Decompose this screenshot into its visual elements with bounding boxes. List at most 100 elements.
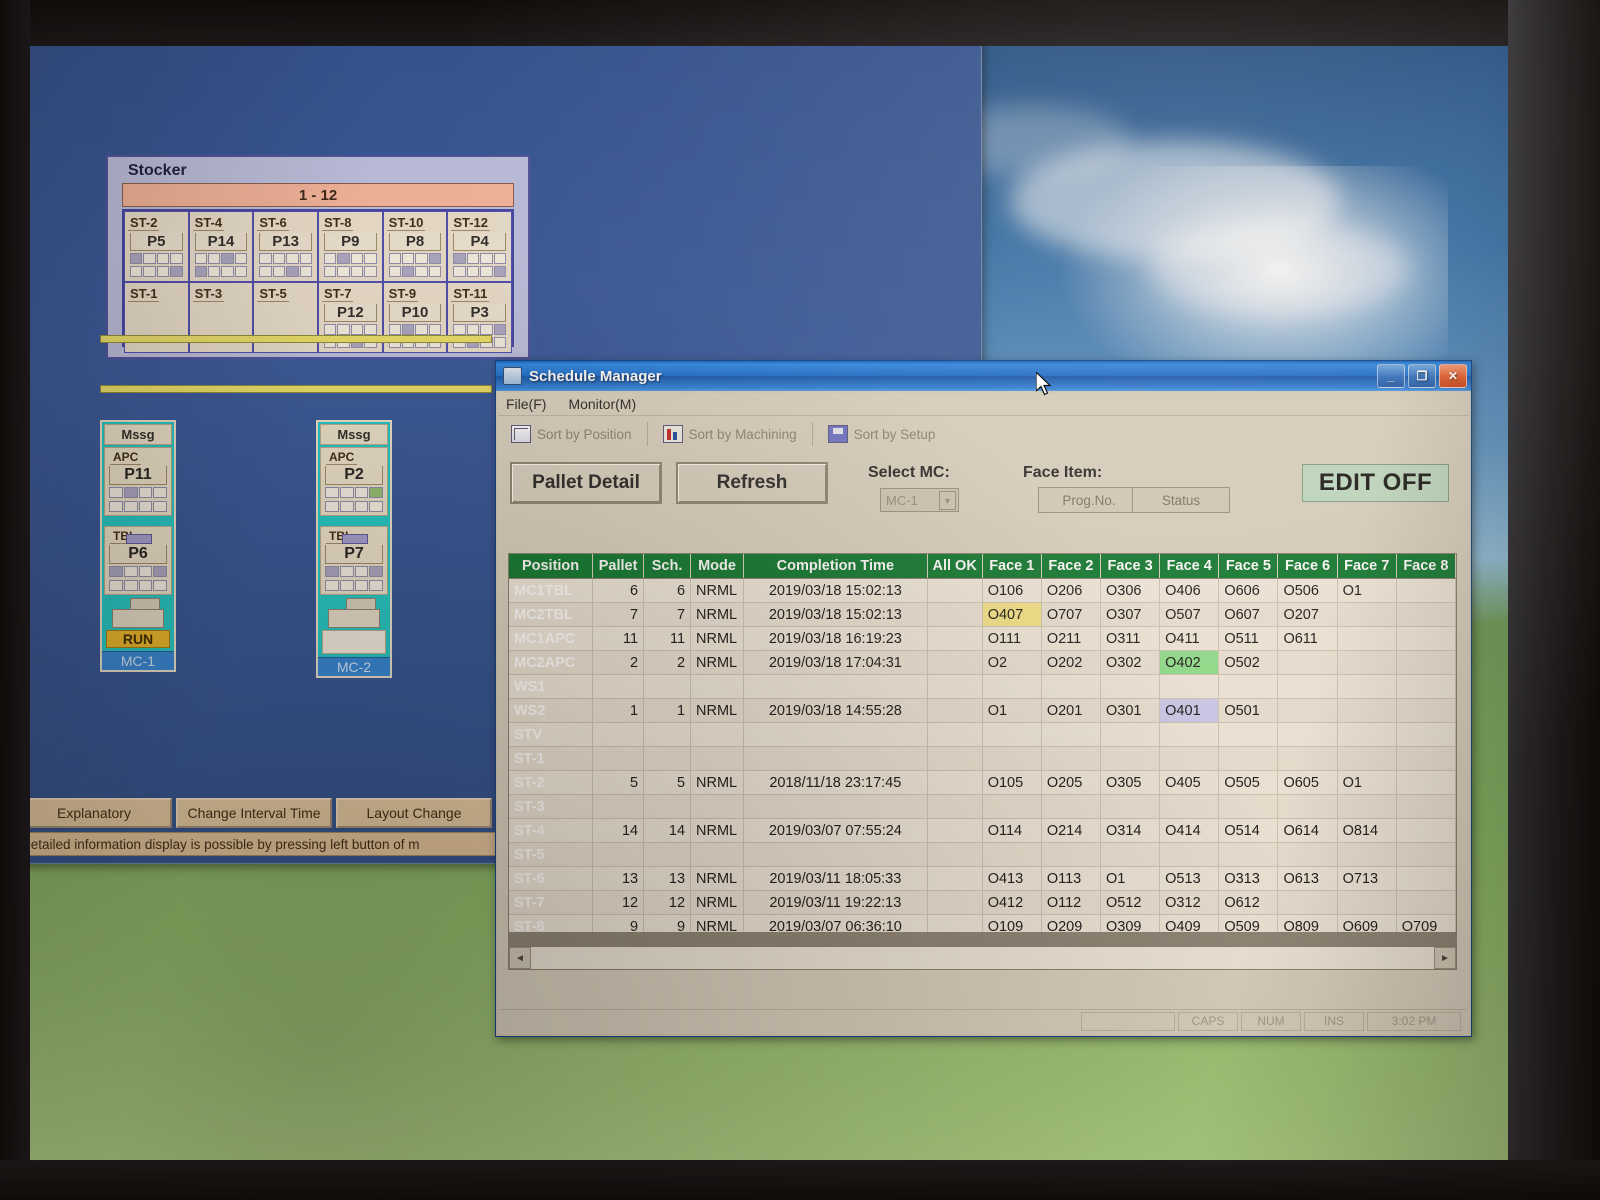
cell-mode[interactable]: NRML [690,890,745,915]
table-row[interactable]: ST-6 13 13 NRML 2019/03/11 18:05:33 O413 O113 O… [509,866,1456,891]
cell-face-8[interactable] [1396,890,1456,915]
column-header-face-8[interactable]: Face 8 [1396,554,1456,579]
cell-face-1[interactable]: O413 [982,866,1042,891]
cell-face-8[interactable] [1396,770,1456,795]
cell-face-8[interactable] [1396,866,1456,891]
pallet-detail-button[interactable]: Pallet Detail [510,462,662,504]
status-button[interactable]: Status [1132,487,1230,513]
cell-face-4[interactable]: O312 [1159,890,1220,915]
cell-sch[interactable]: 13 [643,866,692,891]
cell-face-1[interactable] [982,722,1042,747]
cell-position[interactable]: MC2APC [509,650,594,675]
cell-face-8[interactable] [1396,842,1456,867]
cell-face-5[interactable] [1218,842,1279,867]
cell-face-1[interactable]: O1 [982,698,1042,723]
cell-all-ok[interactable] [927,578,983,603]
toolbar[interactable]: Sort by Position Sort by Machining Sort … [498,416,1469,452]
cell-face-7[interactable]: O1 [1337,578,1397,603]
cell-face-1[interactable]: O412 [982,890,1042,915]
cell-face-2[interactable]: O707 [1041,602,1102,627]
cell-face-1[interactable]: O111 [982,626,1042,651]
cell-face-3[interactable]: O302 [1100,650,1161,675]
machine-message-box[interactable]: Mssg [320,424,388,445]
cell-face-1[interactable]: O114 [982,818,1042,843]
cell-face-3[interactable]: O306 [1100,578,1161,603]
cell-face-6[interactable] [1277,794,1338,819]
cell-sch[interactable]: 11 [643,626,692,651]
schedule-manager-titlebar[interactable]: Schedule Manager _ ❐ ✕ [496,361,1471,391]
cell-face-6[interactable]: O611 [1277,626,1338,651]
cell-face-5[interactable]: O505 [1218,770,1279,795]
schedule-grid[interactable]: Position Pallet Sch. Mode Completion Time All… [509,554,1456,938]
cell-completion-time[interactable]: 2019/03/18 17:04:31 [743,650,928,675]
cell-face-1[interactable]: O105 [982,770,1042,795]
cell-sch[interactable] [643,746,692,771]
cell-face-5[interactable]: O607 [1218,602,1279,627]
cell-face-2[interactable] [1041,674,1102,699]
cell-all-ok[interactable] [927,866,983,891]
cell-mode[interactable]: NRML [690,770,745,795]
cell-face-3[interactable]: O305 [1100,770,1161,795]
cell-face-3[interactable] [1100,746,1161,771]
cell-sch[interactable]: 2 [643,650,692,675]
cell-face-4[interactable]: O507 [1159,602,1220,627]
cell-completion-time[interactable]: 2018/11/18 23:17:45 [743,770,928,795]
cell-all-ok[interactable] [927,770,983,795]
cell-face-5[interactable]: O313 [1218,866,1279,891]
cell-face-7[interactable]: O814 [1337,818,1397,843]
cell-face-3[interactable]: O512 [1100,890,1161,915]
cell-face-6[interactable] [1277,746,1338,771]
cell-all-ok[interactable] [927,722,983,747]
cell-position[interactable]: MC1TBL [509,578,594,603]
cell-face-5[interactable]: O612 [1218,890,1279,915]
column-header-face-2[interactable]: Face 2 [1041,554,1102,579]
cell-face-2[interactable]: O201 [1041,698,1102,723]
cell-pallet[interactable] [592,722,645,747]
column-header-mode[interactable]: Mode [690,554,745,579]
cell-face-2[interactable] [1041,746,1102,771]
column-header-position[interactable]: Position [509,554,594,579]
cell-face-6[interactable] [1277,722,1338,747]
cell-face-4[interactable]: O405 [1159,770,1220,795]
stocker-cell-st-2[interactable]: ST-2 P5 [124,211,189,282]
column-header-sch[interactable]: Sch. [643,554,692,579]
cell-face-2[interactable] [1041,842,1102,867]
cell-mode[interactable] [690,722,745,747]
stocker-cell-st-10[interactable]: ST-10 P8 [382,211,448,282]
cell-sch[interactable]: 1 [643,698,692,723]
table-row[interactable]: MC2APC 2 2 NRML 2019/03/18 17:04:31 O2 O202 O30… [509,650,1456,675]
cell-face-4[interactable] [1159,674,1220,699]
cell-face-2[interactable]: O112 [1041,890,1102,915]
cell-position[interactable]: ST-7 [509,890,594,915]
cell-face-7[interactable]: O713 [1337,866,1397,891]
scroll-track[interactable] [531,947,1434,969]
menu-item-file[interactable]: File(F) [506,396,547,412]
cell-pallet[interactable]: 7 [592,602,645,627]
cell-face-6[interactable]: O207 [1277,602,1338,627]
cell-pallet[interactable]: 12 [592,890,645,915]
cell-face-6[interactable] [1277,890,1338,915]
cell-pallet[interactable] [592,746,645,771]
cell-sch[interactable]: 12 [643,890,692,915]
cell-sch[interactable] [643,842,692,867]
close-button[interactable]: ✕ [1439,364,1467,388]
stocker-cell-st-4[interactable]: ST-4 P14 [188,211,254,282]
cell-face-2[interactable]: O211 [1041,626,1102,651]
horizontal-scrollbar[interactable]: ◄ ► [508,946,1457,970]
cell-face-8[interactable] [1396,602,1456,627]
cell-position[interactable]: STV [509,722,594,747]
cell-face-3[interactable] [1100,842,1161,867]
cell-pallet[interactable]: 5 [592,770,645,795]
cell-sch[interactable]: 7 [643,602,692,627]
cell-face-5[interactable]: O511 [1218,626,1279,651]
cell-all-ok[interactable] [927,698,983,723]
cell-face-1[interactable]: O2 [982,650,1042,675]
column-header-all-ok[interactable]: All OK [927,554,983,579]
edit-mode-badge[interactable]: EDIT OFF [1302,464,1449,502]
table-row[interactable]: WS2 1 1 NRML 2019/03/18 14:55:28 O1 O201 O301 O4… [509,698,1456,723]
column-header-face-4[interactable]: Face 4 [1159,554,1220,579]
cell-face-6[interactable] [1277,698,1338,723]
cell-pallet[interactable] [592,842,645,867]
cell-completion-time[interactable]: 2019/03/18 15:02:13 [743,578,928,603]
cell-face-6[interactable] [1277,842,1338,867]
